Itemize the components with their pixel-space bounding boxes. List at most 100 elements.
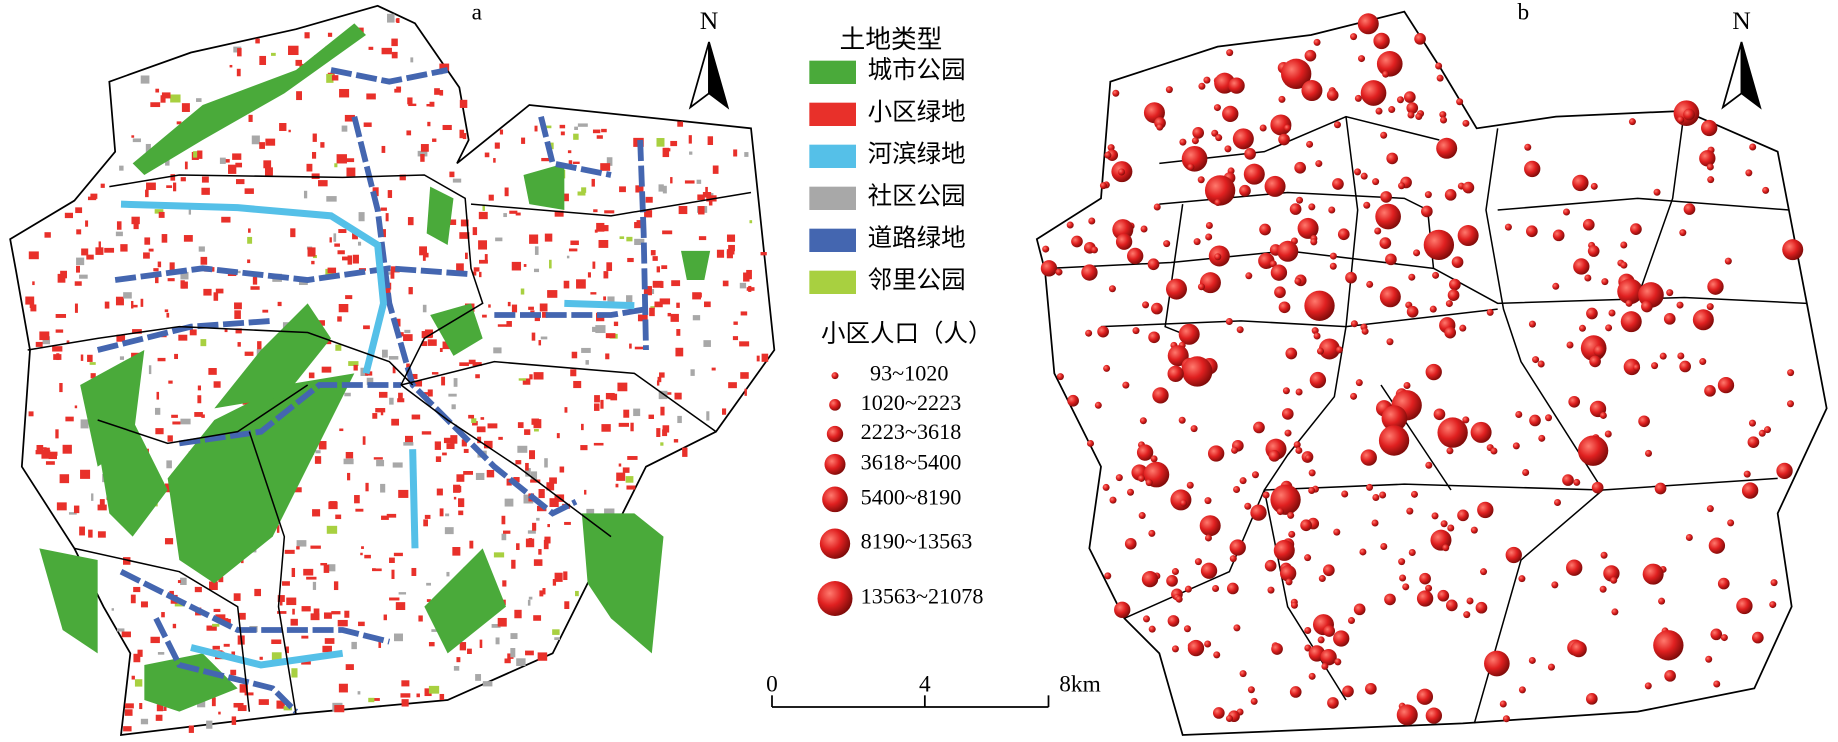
- land-patch: [279, 123, 287, 131]
- land-patch: [544, 458, 548, 468]
- population-symbol: [1676, 301, 1684, 309]
- land-patch: [637, 314, 648, 322]
- land-patch: [172, 623, 177, 629]
- land-patch: [596, 135, 603, 139]
- population-symbol: [1318, 338, 1340, 360]
- population-symbol: [1440, 520, 1448, 528]
- population-symbol: [1184, 585, 1192, 593]
- land-patch: [358, 212, 365, 222]
- land-patch: [598, 239, 609, 248]
- population-symbol: [1378, 425, 1410, 456]
- land-patch: [635, 185, 644, 193]
- population-symbol: [1345, 271, 1357, 284]
- land-patch: [200, 339, 207, 347]
- land-patch: [497, 324, 507, 327]
- land-patch: [403, 442, 414, 446]
- land-patch: [150, 636, 160, 644]
- population-symbol: [1706, 505, 1714, 513]
- land-patch: [446, 571, 450, 577]
- district-line: [27, 325, 414, 386]
- land-patch: [115, 296, 124, 306]
- land-patch: [351, 641, 357, 650]
- population-symbol: [1308, 486, 1316, 494]
- land-patch: [650, 250, 656, 256]
- land-patch: [130, 594, 136, 604]
- population-symbol: [1644, 682, 1652, 690]
- population-symbol: [1204, 640, 1212, 648]
- land-patch: [335, 514, 342, 520]
- land-patch: [439, 89, 444, 96]
- land-patch: [472, 362, 482, 367]
- land-patch: [392, 462, 403, 468]
- land-patch: [517, 445, 528, 453]
- land-patch: [459, 99, 468, 108]
- population-symbol: [1752, 631, 1764, 644]
- population-symbol: [1145, 479, 1153, 487]
- land-patch: [144, 237, 151, 245]
- population-symbol: [1748, 419, 1756, 427]
- land-patch: [538, 340, 542, 346]
- land-patch: [544, 233, 553, 242]
- land-patch: [594, 229, 598, 233]
- green-area: [214, 303, 331, 409]
- land-patch: [48, 451, 57, 460]
- land-patch: [201, 176, 209, 183]
- land-patch: [439, 508, 444, 517]
- land-patch: [675, 347, 684, 357]
- legend-symbol: [824, 453, 846, 475]
- land-patch: [636, 220, 645, 227]
- land-patch: [382, 229, 386, 238]
- population-symbol: [1132, 327, 1140, 335]
- land-patch: [484, 254, 488, 263]
- land-patch: [460, 219, 469, 227]
- land-patch: [472, 227, 478, 236]
- land-patch: [510, 633, 518, 639]
- population-symbol: [1194, 558, 1202, 566]
- land-patch: [329, 237, 332, 243]
- population-symbol: [1228, 77, 1245, 94]
- land-patch: [459, 129, 465, 139]
- land-patch: [479, 639, 483, 648]
- land-patch: [312, 509, 321, 517]
- land-patch: [619, 186, 626, 193]
- land-patch: [733, 149, 738, 157]
- land-patch: [568, 248, 578, 252]
- land-patch: [699, 292, 702, 298]
- population-symbol: [1504, 223, 1512, 231]
- land-patch: [591, 178, 595, 187]
- land-patch: [123, 726, 132, 732]
- population-symbol: [1518, 575, 1526, 583]
- land-patch: [164, 538, 174, 545]
- land-patch: [81, 470, 88, 477]
- population-symbol: [1225, 715, 1233, 723]
- land-patch: [459, 642, 467, 651]
- population-symbol: [1321, 662, 1329, 670]
- land-patch: [35, 450, 46, 455]
- land-patch: [271, 639, 282, 645]
- land-patch: [652, 256, 658, 261]
- legend-label: 13563~21078: [861, 584, 984, 609]
- land-patch: [629, 343, 632, 349]
- land-patch: [41, 450, 51, 459]
- land-patch: [744, 152, 749, 157]
- land-patch: [237, 705, 247, 712]
- land-patch: [499, 129, 504, 135]
- road-green: [119, 569, 391, 645]
- land-patch: [335, 344, 342, 351]
- land-patch: [104, 301, 110, 309]
- land-patch: [395, 602, 406, 611]
- river-green: [564, 299, 635, 310]
- land-patch: [421, 431, 432, 435]
- population-symbol: [1585, 693, 1598, 705]
- population-symbol: [1333, 630, 1350, 647]
- population-symbol: [1136, 444, 1154, 461]
- land-patch: [201, 414, 205, 418]
- population-symbol: [1704, 385, 1716, 397]
- population-symbol: [1724, 257, 1732, 265]
- land-patch: [133, 586, 141, 593]
- land-patch: [411, 414, 421, 420]
- land-patch: [648, 414, 654, 419]
- population-symbol: [1304, 454, 1312, 462]
- population-symbol: [1366, 280, 1374, 288]
